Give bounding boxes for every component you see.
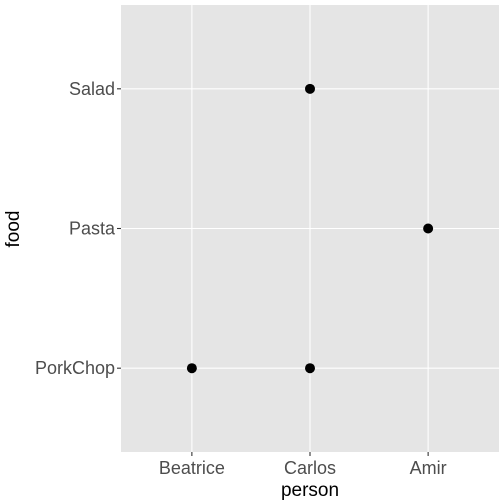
data-points (186, 83, 434, 374)
data-point (305, 363, 315, 374)
x-tick-label: Amir (410, 458, 447, 478)
data-point (305, 83, 315, 94)
data-point (423, 223, 434, 234)
y-axis-title: food (3, 211, 24, 248)
y-tick-label: Salad (69, 79, 115, 99)
x-tick-label: Carlos (284, 458, 336, 478)
x-tick-label: Beatrice (159, 458, 225, 478)
x-axis-title: person (281, 480, 339, 501)
y-tick-label: Pasta (69, 219, 116, 239)
x-axis: Beatrice Carlos Amir (159, 452, 447, 478)
y-axis: PorkChop Pasta Salad (35, 79, 121, 378)
y-tick-label: PorkChop (35, 358, 115, 378)
data-point (186, 363, 197, 374)
